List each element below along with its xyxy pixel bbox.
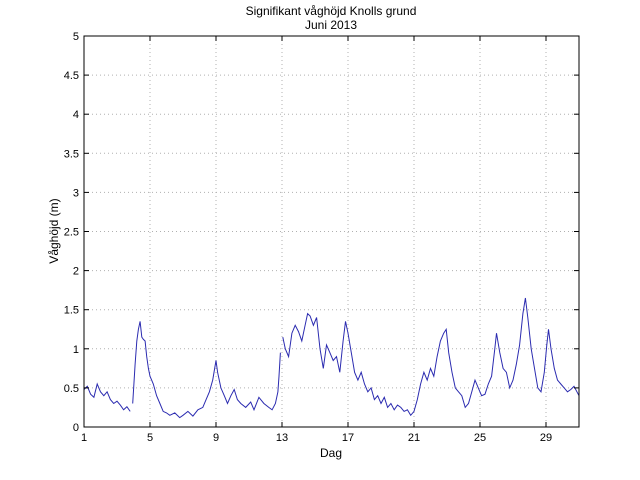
x-tick-label: 5	[147, 432, 153, 444]
y-tick-label: 4.5	[64, 70, 79, 82]
y-tick-label: 1	[73, 344, 79, 356]
wave-height-series-line	[282, 297, 580, 417]
y-tick-label: 3.5	[64, 148, 79, 160]
y-tick-label: 2.5	[64, 227, 79, 239]
y-tick-label: 4	[73, 109, 79, 121]
series-line-group	[83, 297, 580, 419]
axis-ticks: 1 5 9 13 17 21 25 29 0 0.5 1 1.5 2 2.5 3 3.5 4 4.5 5	[64, 31, 579, 444]
x-tick-label: 21	[408, 432, 420, 444]
x-tick-label: 29	[540, 432, 552, 444]
wave-height-series-line	[132, 321, 281, 419]
y-tick-label: 5	[73, 31, 79, 43]
y-tick-label: 1.5	[64, 305, 79, 317]
wave-height-series-line	[83, 382, 131, 412]
x-tick-label: 1	[81, 432, 87, 444]
x-tick-label: 13	[276, 432, 288, 444]
chart-subtitle: Juni 2013	[305, 18, 357, 32]
y-tick-label: 0	[73, 422, 79, 434]
y-tick-label: 3	[73, 187, 79, 199]
y-tick-label: 2	[73, 266, 79, 278]
x-axis-label: Dag	[320, 446, 342, 460]
x-tick-label: 9	[213, 432, 219, 444]
x-tick-label: 17	[342, 432, 354, 444]
grid	[84, 36, 579, 427]
x-tick-label: 25	[474, 432, 486, 444]
chart-title: Signifikant våghöjd Knolls grund	[246, 4, 417, 18]
y-axis-label: Våghöjd (m)	[47, 198, 61, 263]
y-tick-label: 0.5	[64, 383, 79, 395]
